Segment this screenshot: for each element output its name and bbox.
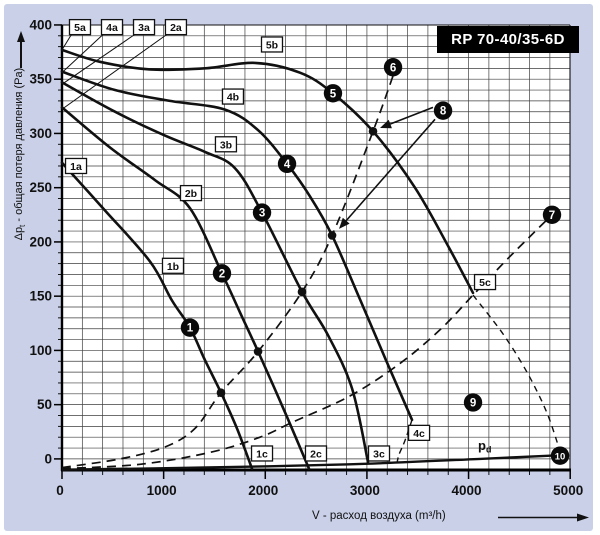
y-tick-label: 100 (29, 343, 52, 358)
point-marker-3 (252, 203, 272, 222)
curve-label-box-5b (260, 36, 284, 53)
curve-label-5a: 5a (74, 22, 86, 34)
x-axis-arrow-icon (577, 513, 589, 522)
curve-label-1b: 1b (167, 261, 179, 273)
curve-label-5c: 5c (479, 277, 491, 289)
point-marker-4 (277, 154, 297, 174)
curve-label-2c: 2c (310, 448, 322, 460)
curve-label-5b: 5b (266, 39, 278, 51)
y-tick-label: 150 (29, 289, 52, 304)
operating-point-dot (216, 388, 226, 398)
point-marker-7 (542, 205, 562, 225)
x-tick-label: 0 (56, 483, 64, 498)
point-marker-9 (463, 393, 483, 412)
y-tick-label: 300 (29, 126, 52, 141)
y-tick-label: 250 (29, 180, 52, 195)
curve-label-box-1a (64, 157, 88, 175)
point-marker-label-4: 4 (284, 159, 291, 171)
curve-4-dashed-tail (396, 419, 413, 464)
curve-label-box-4c (407, 424, 431, 442)
descender-to-10 (472, 294, 562, 455)
operating-point-dot (368, 126, 378, 136)
curve-label-box-1b (161, 257, 185, 274)
leader-5a (61, 33, 73, 51)
y-tick-label: 50 (37, 397, 52, 412)
system-curve-to-6 (61, 75, 394, 469)
curve-label-box-3b (214, 136, 238, 153)
x-axis-title: V - расход воздуха (m³/h) (312, 510, 446, 522)
curve-label-box-3c (367, 445, 391, 462)
point-marker-1 (180, 318, 200, 337)
curve-label-box-5c (473, 273, 497, 291)
point-marker-label-5: 5 (330, 88, 337, 100)
point-marker-6 (383, 58, 403, 77)
curve-label-3b: 3b (220, 139, 232, 151)
point-marker-label-7: 7 (549, 210, 555, 222)
point-marker-label-10: 10 (555, 452, 566, 463)
y-axis-title-text: - общая потеря давления (Pa) (12, 67, 25, 225)
leader-4a (62, 33, 105, 72)
curve-label-box-2c (304, 445, 328, 462)
curve-label-4c: 4c (413, 428, 425, 440)
x-axis-title-text: V - расход воздуха (m³/h) (312, 510, 446, 522)
curve-label-box-4a (100, 18, 124, 36)
arrow-8-to-dot-on-curve-5-head (380, 119, 392, 129)
arrow-8-to-dot-on-curve-5 (389, 106, 434, 125)
curve-label-box-2a (164, 18, 188, 36)
chart-title: RP 70-40/35-6D (451, 31, 565, 48)
x-tick-label: 1000 (147, 483, 177, 498)
curve-label-box-4b (221, 88, 245, 105)
point-marker-5 (323, 84, 343, 103)
point-marker-label-8: 8 (440, 106, 447, 118)
y-tick-label: 350 (29, 72, 52, 87)
x-tick-label: 3000 (350, 483, 380, 498)
point-marker-label-9: 9 (470, 397, 476, 409)
point-marker-label-3: 3 (259, 208, 265, 220)
leader-3a (62, 33, 137, 84)
y-tick-label: 0 (44, 451, 52, 466)
pd-label: pd (478, 438, 491, 455)
dynamic-pressure-line (61, 454, 553, 471)
curve-label-3a: 3a (138, 22, 150, 34)
fan-curve-3 (60, 81, 370, 464)
arrow-8-to-dot-on-curve-4 (345, 118, 436, 222)
curve-label-2a: 2a (170, 22, 182, 34)
y-axis-title-symbol: Δp (12, 226, 25, 241)
x-tick-label: 4000 (452, 483, 482, 498)
operating-point-dot (297, 287, 307, 297)
point-marker-8 (433, 101, 453, 120)
point-marker-label-6: 6 (390, 62, 396, 74)
fan-curve-5 (60, 48, 475, 295)
system-curve-to-7 (61, 215, 552, 470)
curve-label-3c: 3c (373, 448, 385, 460)
point-marker-label-1: 1 (187, 323, 194, 335)
point-marker-label-2: 2 (219, 268, 225, 280)
curve-label-1a: 1a (70, 161, 82, 173)
curve-label-box-3a (132, 18, 156, 36)
leader-2a (62, 33, 169, 109)
arrow-8-to-dot-on-curve-4-head (339, 217, 350, 229)
curve-label-4a: 4a (106, 22, 118, 34)
plot-area (62, 25, 570, 470)
y-axis-title: Δpt - общая потеря давления (Pa) (13, 44, 27, 264)
operating-point-dot (327, 231, 337, 240)
operating-point-dot (253, 347, 263, 356)
point-marker-2 (212, 264, 232, 283)
curve-label-1c: 1c (256, 448, 268, 460)
curve-label-box-5a (68, 18, 92, 36)
y-tick-label: 400 (29, 17, 52, 32)
chart-title-box: RP 70-40/35-6D (437, 26, 579, 53)
point-marker-10 (550, 446, 570, 465)
curve-label-2b: 2b (185, 188, 197, 200)
curve-label-box-2b (179, 184, 203, 202)
curve-label-4b: 4b (227, 92, 239, 104)
y-tick-label: 200 (29, 234, 52, 249)
x-tick-label: 5000 (553, 483, 583, 498)
x-tick-label: 2000 (248, 483, 278, 498)
y-axis-arrow-icon (17, 31, 25, 42)
curve-label-box-1c (250, 445, 274, 462)
